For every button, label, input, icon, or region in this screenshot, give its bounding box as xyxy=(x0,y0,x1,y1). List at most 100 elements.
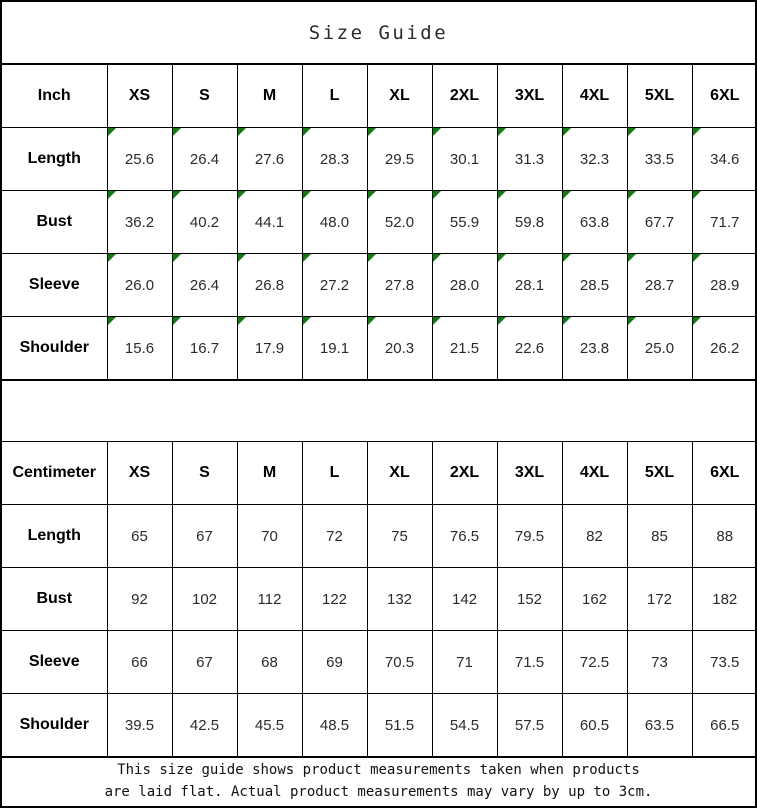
cell-marker-triangle-icon xyxy=(497,254,506,262)
cell-marker-triangle-icon xyxy=(692,317,701,325)
cell-value: 34.6 xyxy=(710,150,740,168)
inch-size-table: Inch XS S M L XL 2XL 3XL 4XL 5XL 6XL Length 25.6 26.4… xyxy=(2,65,757,380)
cell-shoulder-5xl: 63.5 xyxy=(626,693,693,757)
cell-value: 22.6 xyxy=(514,339,545,357)
cell-marker-triangle-icon xyxy=(562,128,571,136)
cell-shoulder-xl: 51.5 xyxy=(366,693,433,757)
cell-marker-triangle-icon xyxy=(562,254,571,262)
cell-value: 28.1 xyxy=(514,276,545,294)
cell-shoulder-2xl: 54.5 xyxy=(431,693,498,757)
size-header-2xl: 2XL xyxy=(431,442,498,505)
cell-sleeve-s: 26.4 xyxy=(171,253,238,317)
cell-marker-triangle-icon xyxy=(237,254,246,262)
cell-marker-triangle-icon xyxy=(107,191,116,199)
row-label-shoulder: Shoulder xyxy=(2,316,108,380)
cell-length-m: 27.6 xyxy=(236,127,303,191)
size-header-2xl: 2XL xyxy=(431,65,498,128)
cell-marker-triangle-icon xyxy=(432,128,441,136)
cell-value: 52.0 xyxy=(384,213,415,231)
cell-length-s: 67 xyxy=(171,504,238,568)
size-header-m: M xyxy=(236,65,303,128)
cell-marker-triangle-icon xyxy=(692,254,701,262)
cell-value: 20.3 xyxy=(384,339,415,357)
cell-value: 28.7 xyxy=(644,276,675,294)
cell-sleeve-4xl: 72.5 xyxy=(561,630,628,694)
cell-marker-triangle-icon xyxy=(692,191,701,199)
cell-value: 36.2 xyxy=(124,213,155,231)
cell-shoulder-2xl: 21.5 xyxy=(431,316,498,380)
cell-marker-triangle-icon xyxy=(107,128,116,136)
centimeter-header-row: Centimeter XS S M L XL 2XL 3XL 4XL 5XL 6XL xyxy=(2,442,757,505)
cell-bust-xl: 52.0 xyxy=(366,190,433,254)
cell-sleeve-m: 26.8 xyxy=(236,253,303,317)
inch-unit-header: Inch xyxy=(2,65,108,128)
note-line-2: are laid flat. Actual product measuremen… xyxy=(104,784,653,800)
cell-length-xs: 25.6 xyxy=(106,127,173,191)
table-row: Shoulder 39.5 42.5 45.5 48.5 51.5 54.5 57.5 60.5… xyxy=(2,693,757,757)
note-line-1: This size guide shows product measuremen… xyxy=(117,762,640,779)
table-row: Sleeve 66 67 68 69 70.5 71 71.5 72.5 73 73.5 xyxy=(2,630,757,694)
cell-bust-6xl: 182 xyxy=(691,567,757,631)
inch-header-row: Inch XS S M L XL 2XL 3XL 4XL 5XL 6XL xyxy=(2,65,757,128)
cell-value: 44.1 xyxy=(254,213,285,231)
cell-value: 59.8 xyxy=(514,213,545,231)
cell-marker-triangle-icon xyxy=(237,317,246,325)
size-header-l: L xyxy=(301,442,368,505)
row-label-bust: Bust xyxy=(2,567,108,631)
cell-value: 31.3 xyxy=(514,150,545,168)
cell-value: 21.5 xyxy=(449,339,480,357)
cell-sleeve-3xl: 71.5 xyxy=(496,630,563,694)
cell-length-4xl: 82 xyxy=(561,504,628,568)
cell-marker-triangle-icon xyxy=(107,254,116,262)
table-row: Length 65 67 70 72 75 76.5 79.5 82 85 88 xyxy=(2,504,757,568)
table-row: Bust 36.2 40.2 44.1 48.0 52.0 55.9 59.8 63.8 67.7… xyxy=(2,190,757,254)
row-label-sleeve: Sleeve xyxy=(2,253,108,317)
cell-marker-triangle-icon xyxy=(237,191,246,199)
cell-value: 55.9 xyxy=(449,213,480,231)
cell-sleeve-5xl: 28.7 xyxy=(626,253,693,317)
cell-shoulder-6xl: 26.2 xyxy=(691,316,757,380)
cell-marker-triangle-icon xyxy=(302,317,311,325)
cell-sleeve-3xl: 28.1 xyxy=(496,253,563,317)
cell-marker-triangle-icon xyxy=(367,317,376,325)
cell-value: 16.7 xyxy=(189,339,220,357)
cell-bust-5xl: 172 xyxy=(626,567,693,631)
cell-length-l: 28.3 xyxy=(301,127,368,191)
cell-value: 28.5 xyxy=(579,276,610,294)
size-header-4xl: 4XL xyxy=(561,442,628,505)
cell-bust-m: 44.1 xyxy=(236,190,303,254)
cell-marker-triangle-icon xyxy=(497,191,506,199)
size-header-xl: XL xyxy=(366,65,433,128)
size-header-xs: XS xyxy=(106,65,173,128)
row-label-shoulder: Shoulder xyxy=(2,693,108,757)
cell-marker-triangle-icon xyxy=(562,317,571,325)
cell-value: 27.8 xyxy=(384,276,415,294)
cell-value: 28.9 xyxy=(710,276,740,294)
cell-bust-l: 48.0 xyxy=(301,190,368,254)
cell-value: 25.6 xyxy=(124,150,155,168)
size-header-6xl: 6XL xyxy=(691,65,757,128)
cell-bust-2xl: 142 xyxy=(431,567,498,631)
cell-marker-triangle-icon xyxy=(562,191,571,199)
cell-marker-triangle-icon xyxy=(627,128,636,136)
inch-table-wrapper: Inch XS S M L XL 2XL 3XL 4XL 5XL 6XL Length 25.6 26.4… xyxy=(2,65,757,380)
cell-value: 28.3 xyxy=(319,150,350,168)
cell-marker-triangle-icon xyxy=(367,254,376,262)
table-row: Length 25.6 26.4 27.6 28.3 29.5 30.1 31.3 32.3 33… xyxy=(2,127,757,191)
centimeter-unit-header: Centimeter xyxy=(2,442,108,505)
cell-marker-triangle-icon xyxy=(107,317,116,325)
cell-bust-6xl: 71.7 xyxy=(691,190,757,254)
cell-sleeve-2xl: 71 xyxy=(431,630,498,694)
cell-marker-triangle-icon xyxy=(302,254,311,262)
size-header-s: S xyxy=(171,65,238,128)
cell-shoulder-xl: 20.3 xyxy=(366,316,433,380)
cell-sleeve-xl: 27.8 xyxy=(366,253,433,317)
cell-marker-triangle-icon xyxy=(172,128,181,136)
cell-marker-triangle-icon xyxy=(432,254,441,262)
cell-bust-s: 102 xyxy=(171,567,238,631)
size-header-3xl: 3XL xyxy=(496,442,563,505)
cell-shoulder-4xl: 23.8 xyxy=(561,316,628,380)
cell-bust-5xl: 67.7 xyxy=(626,190,693,254)
cell-shoulder-4xl: 60.5 xyxy=(561,693,628,757)
cell-value: 25.0 xyxy=(644,339,675,357)
